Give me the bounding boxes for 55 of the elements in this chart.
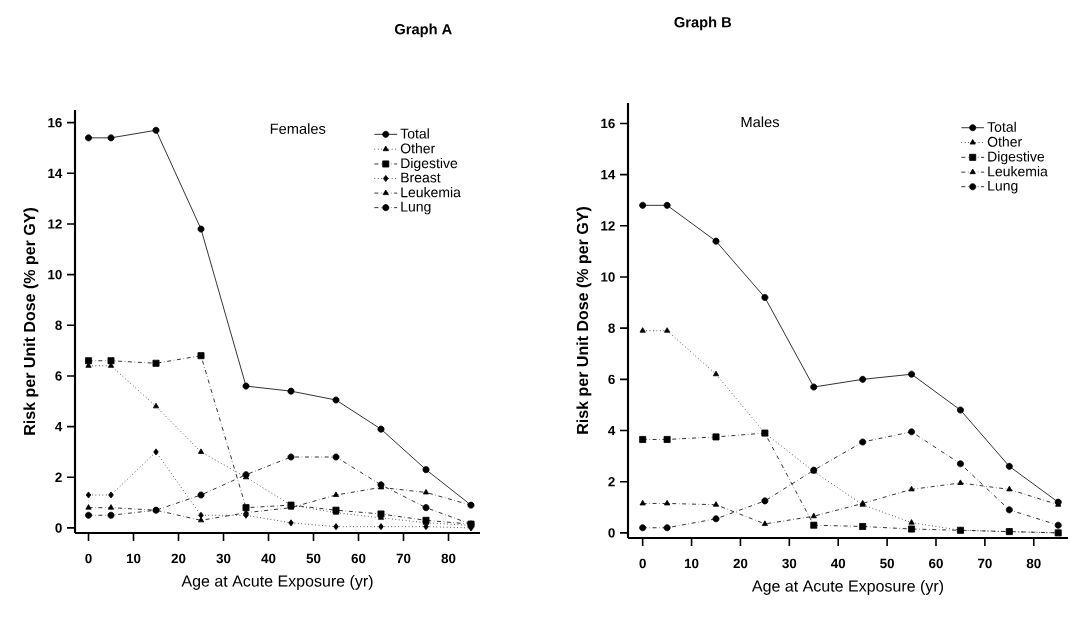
y-tick-label: 8 [55, 320, 62, 330]
x-tick-label: 70 [396, 553, 411, 564]
y-tick-label: 6 [55, 371, 62, 381]
x-tick-label: 40 [831, 558, 846, 569]
x-axis-title: Age at Acute Exposure (yr) [751, 579, 944, 595]
legend-label: Breast [401, 172, 441, 183]
y-tick-label: 8 [608, 323, 615, 333]
y-tick-label: 12 [48, 219, 62, 229]
x-tick-label: 10 [126, 553, 141, 564]
x-tick-label: 30 [216, 553, 231, 564]
x-tick-label: 0 [639, 558, 646, 569]
y-axis-title: Risk per Unit Dose (% per GY) [576, 207, 592, 434]
x-tick-label: 0 [85, 553, 92, 564]
y-tick-label: 2 [55, 472, 62, 482]
y-tick-label: 0 [55, 523, 62, 533]
legend-label: Total [987, 121, 1016, 132]
legend-label: Digestive [401, 157, 458, 171]
legend-label: Other [987, 136, 1022, 147]
y-tick-label: 14 [601, 170, 616, 180]
legend-label: Leukemia [988, 166, 1048, 177]
chart-title: Graph A [394, 23, 452, 38]
x-tick-label: 60 [351, 553, 366, 564]
y-tick-label: 14 [48, 168, 63, 178]
y-tick-label: 16 [601, 118, 615, 129]
legend-label: Digestive [988, 151, 1045, 165]
y-tick-label: 10 [48, 269, 62, 280]
legend-label: Leukemia [401, 187, 461, 198]
y-tick-label: 6 [608, 374, 615, 385]
y-tick-label: 4 [55, 422, 63, 432]
annotation: Females [270, 123, 326, 134]
legend-label: Lung [401, 201, 431, 215]
x-tick-label: 10 [684, 558, 699, 569]
y-tick-label: 2 [608, 477, 615, 487]
y-tick-label: 16 [48, 117, 62, 128]
x-axis-title: Age at Acute Exposure (yr) [181, 574, 373, 590]
x-tick-label: 70 [978, 558, 992, 569]
annotation: Males [741, 116, 780, 128]
y-axis-title: Risk per Unit Dose (% per GY) [23, 208, 39, 435]
x-tick-label: 20 [733, 558, 748, 569]
legend-label: Other [400, 143, 435, 154]
x-tick-label: 60 [929, 558, 943, 569]
y-tick-label: 12 [601, 221, 615, 231]
x-tick-label: 20 [171, 553, 186, 564]
legend-label: Total [400, 128, 429, 139]
y-tick-label: 10 [601, 272, 615, 282]
x-tick-label: 50 [880, 558, 894, 569]
x-tick-label: 30 [782, 558, 797, 569]
x-tick-label: 40 [261, 553, 276, 564]
x-tick-label: 80 [1026, 558, 1041, 569]
legend-label: Lung [988, 180, 1018, 194]
x-tick-label: 80 [441, 553, 456, 564]
chart-title: Graph B [674, 16, 732, 31]
x-tick-label: 50 [306, 553, 321, 564]
y-tick-label: 4 [608, 425, 616, 436]
y-tick-label: 0 [608, 528, 615, 538]
